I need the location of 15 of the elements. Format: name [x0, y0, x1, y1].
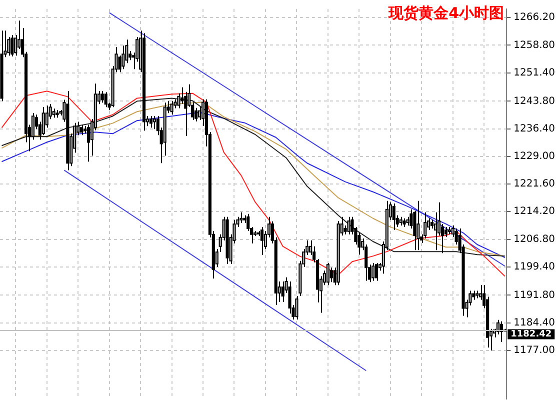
- ref-line-label: 1182.42: [510, 330, 552, 340]
- y-tick-label: 1266.20: [514, 12, 556, 24]
- y-tick-label: 1258.80: [514, 40, 556, 51]
- y-tick-label: 1236.40: [514, 123, 556, 134]
- y-tick-label: 1191.80: [514, 290, 556, 301]
- y-tick-label: 1229.00: [514, 151, 556, 162]
- y-tick-label: 1214.20: [514, 206, 556, 218]
- y-tick-label: 1243.80: [514, 96, 556, 107]
- chart-title: 现货黄金4小时图: [388, 4, 504, 23]
- y-tick-label: 1177.00: [514, 345, 556, 356]
- y-tick-label: 1221.60: [514, 178, 556, 190]
- y-tick-label: 1251.40: [514, 67, 556, 78]
- y-tick-label: 1199.40: [514, 261, 556, 272]
- y-tick-label: 1206.80: [514, 234, 556, 245]
- y-tick-label: 1184.40: [514, 317, 556, 328]
